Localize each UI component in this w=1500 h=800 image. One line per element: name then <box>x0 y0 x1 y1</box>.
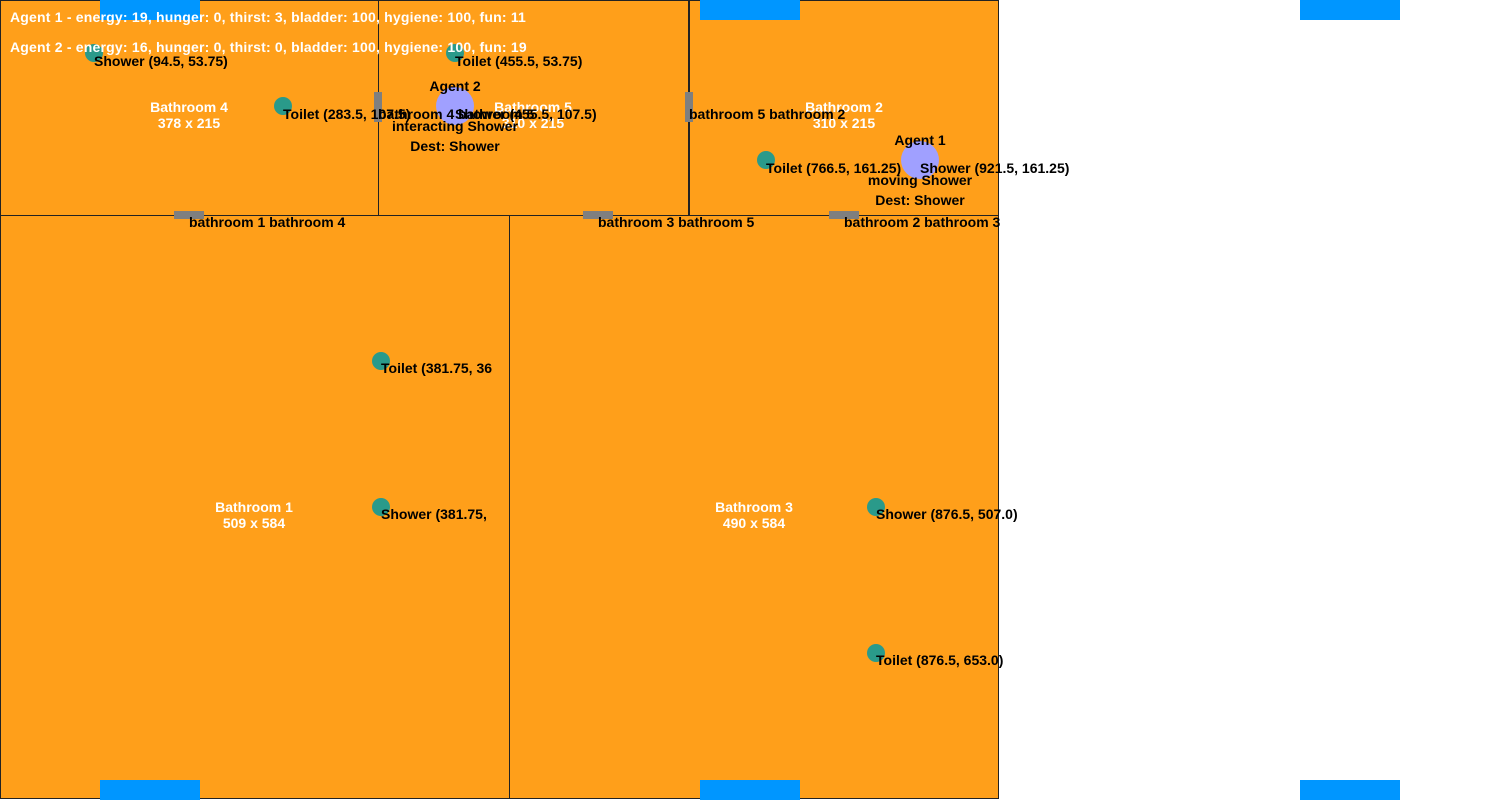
object-label-toilet: Toilet (283.5, 107.5) <box>283 106 411 122</box>
door-bathroom4-bathroom5[interactable] <box>374 92 382 122</box>
agent-2-state: interacting Shower <box>391 118 519 134</box>
room-name: Bathroom 5 <box>494 99 572 115</box>
object-label-toilet: Toilet (766.5, 161.25) <box>766 160 902 176</box>
object-label-shower: Shower (381.75, <box>381 506 487 522</box>
room-size: 490 x 584 <box>722 515 786 531</box>
window <box>700 0 800 20</box>
door-label: bathroom 2 bathroom 3 <box>844 214 1001 230</box>
toilet-icon[interactable] <box>274 97 292 115</box>
agent-1-icon[interactable] <box>901 141 939 179</box>
toilet-icon[interactable] <box>372 352 390 370</box>
shower-icon[interactable] <box>867 498 885 516</box>
toilet-icon[interactable] <box>757 151 775 169</box>
room-name: Bathroom 4 <box>150 99 228 115</box>
door-label: bathroom 3 bathroom 5 <box>598 214 755 230</box>
door-bathroom3-bathroom5[interactable] <box>583 211 613 219</box>
room-label-bathroom-5: Bathroom 5 310 x 215 <box>494 99 572 131</box>
door-label: bathroom 1 bathroom 4 <box>189 214 346 230</box>
room-size: 310 x 215 <box>501 115 565 131</box>
room-bathroom-4 <box>0 0 379 216</box>
shower-icon[interactable] <box>85 44 103 62</box>
window <box>100 780 200 800</box>
room-bathroom-5 <box>378 0 689 216</box>
agent-1-state: moving Shower <box>867 172 973 188</box>
agent-1-status: Agent 1 - energy: 19, hunger: 0, thirst:… <box>10 9 527 25</box>
object-label-shower: Shower (94.5, 53.75) <box>94 53 228 69</box>
room-bathroom-1 <box>0 215 510 799</box>
room-label-bathroom-4: Bathroom 4 378 x 215 <box>150 99 228 131</box>
object-label-shower: Shower (876.5, 507.0) <box>876 506 1018 522</box>
room-bathroom-3 <box>509 215 999 799</box>
room-size: 378 x 215 <box>157 115 221 131</box>
agent-1-name: Agent 1 <box>894 132 946 148</box>
object-label-toilet: Toilet (381.75, 36 <box>381 360 493 376</box>
agent-2-dest: Dest: Shower <box>410 138 500 154</box>
room-name: Bathroom 1 <box>215 499 293 515</box>
toilet-icon[interactable] <box>867 644 885 662</box>
window <box>1300 780 1400 800</box>
door-label: bathroom 5 bathroom 2 <box>689 106 846 122</box>
room-label-bathroom-2: Bathroom 2 310 x 215 <box>805 99 883 131</box>
agent-2-status: Agent 2 - energy: 16, hunger: 0, thirst:… <box>10 39 527 55</box>
object-label-shower: Shower (921.5, 161.25) <box>920 160 1070 176</box>
window <box>100 0 200 20</box>
door-bathroom2-bathroom3[interactable] <box>829 211 859 219</box>
agent-1-dest: Dest: Shower <box>875 192 965 208</box>
door-bathroom5-bathroom2[interactable] <box>685 92 693 122</box>
room-label-bathroom-1: Bathroom 1 509 x 584 <box>215 499 293 531</box>
door-label: bathroom 4 bathroom 5 <box>378 106 535 122</box>
room-name: Bathroom 2 <box>805 99 883 115</box>
door-bathroom1-bathroom4[interactable] <box>174 211 204 219</box>
object-label-toilet: Toilet (876.5, 653.0) <box>876 652 1004 668</box>
window <box>700 780 800 800</box>
room-label-bathroom-3: Bathroom 3 490 x 584 <box>715 499 793 531</box>
object-label-shower: Shower (455.5, 107.5) <box>455 106 597 122</box>
shower-icon[interactable] <box>372 498 390 516</box>
toilet-icon[interactable] <box>446 44 464 62</box>
window <box>1300 0 1400 20</box>
agent-2-name: Agent 2 <box>429 78 481 94</box>
room-size: 509 x 584 <box>222 515 286 531</box>
room-name: Bathroom 3 <box>715 499 793 515</box>
agent-2-icon[interactable] <box>436 87 474 125</box>
room-size: 310 x 215 <box>812 115 876 131</box>
object-label-toilet: Toilet (455.5, 53.75) <box>455 53 583 69</box>
